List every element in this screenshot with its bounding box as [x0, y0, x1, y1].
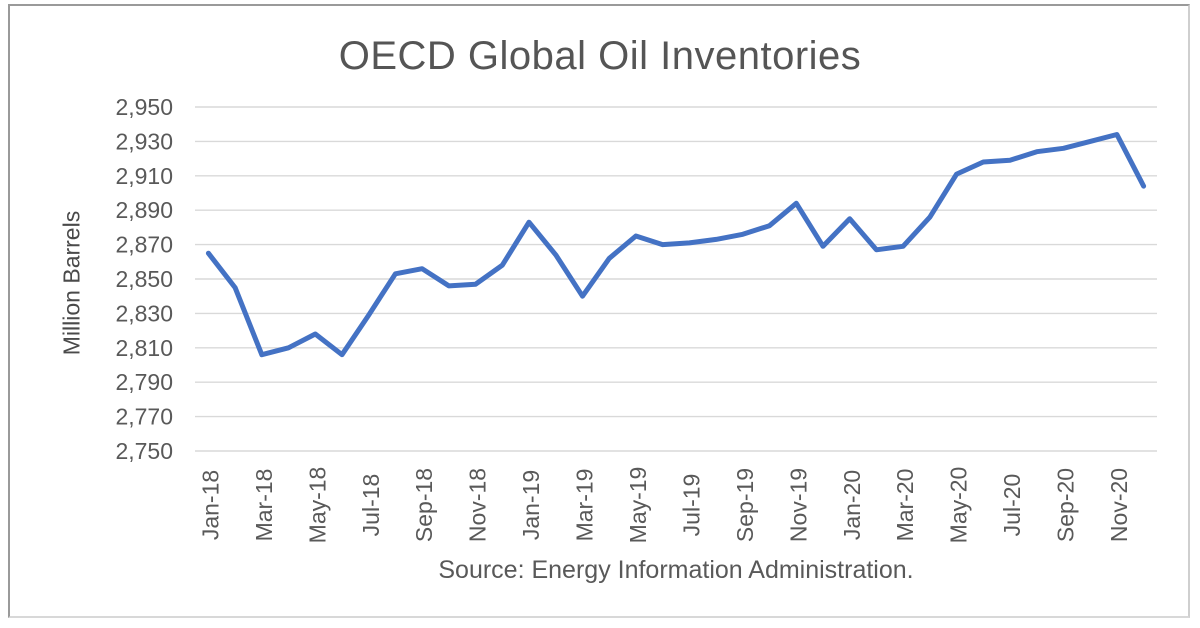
- x-tick-label: Mar-20: [892, 469, 918, 542]
- x-tick-label: Nov-19: [785, 468, 811, 542]
- x-tick-label: Jul-19: [678, 474, 704, 537]
- y-tick-label: 2,890: [115, 197, 173, 223]
- chart-title: OECD Global Oil Inventories: [338, 34, 862, 78]
- source-caption: Source: Energy Information Administratio…: [438, 556, 914, 584]
- y-tick-label: 2,910: [115, 163, 173, 189]
- y-tick-label: 2,930: [115, 128, 173, 154]
- y-tick-label: 2,870: [115, 232, 173, 258]
- x-tick-label: Nov-18: [465, 468, 491, 542]
- y-tick-label: 2,810: [115, 335, 173, 361]
- y-tick-label: 2,830: [115, 300, 173, 326]
- x-tick-label: Mar-19: [572, 469, 598, 542]
- x-tick-label: Jan-19: [518, 470, 544, 540]
- x-tick-label: Jan-18: [197, 470, 223, 540]
- x-tick-label: Nov-20: [1106, 468, 1132, 542]
- x-tick-label: Jul-20: [999, 474, 1025, 537]
- x-tick-label: Mar-18: [251, 469, 277, 542]
- x-tick-label: May-18: [304, 467, 330, 544]
- data-line-series: [205, 132, 1147, 358]
- y-tick-label: 2,950: [115, 94, 173, 120]
- x-tick-label: Jul-18: [358, 474, 384, 537]
- y-tick-label: 2,750: [115, 438, 173, 464]
- x-tick-label: Jan-20: [839, 470, 865, 540]
- y-tick-label: 2,770: [115, 404, 173, 430]
- x-tick-label: Sep-19: [732, 468, 758, 542]
- x-tick-label: May-20: [946, 467, 972, 544]
- y-tick-label: 2,850: [115, 266, 173, 292]
- x-tick-label: Sep-18: [411, 468, 437, 542]
- y-tick-label: 2,790: [115, 369, 173, 395]
- x-tick-label: Sep-20: [1053, 468, 1079, 542]
- x-tick-label: May-19: [625, 467, 651, 544]
